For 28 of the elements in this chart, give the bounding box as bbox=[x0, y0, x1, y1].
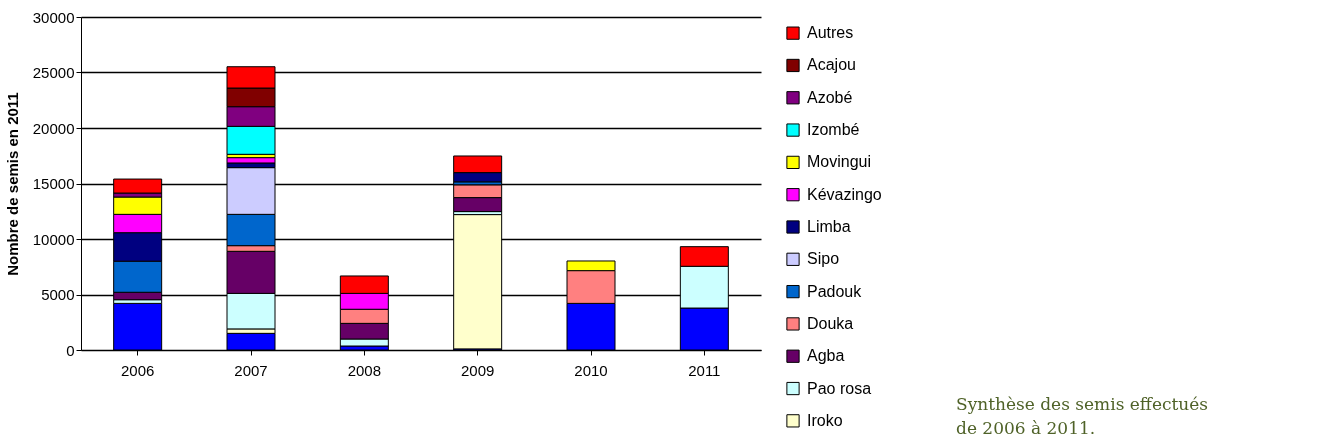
y-tick-label: 20000 bbox=[32, 119, 75, 137]
y-axis-title: Nombre de semis en 2011 bbox=[3, 92, 21, 276]
y-tick-label: 30000 bbox=[32, 8, 75, 26]
y-tick-label: 0 bbox=[66, 341, 75, 359]
x-tick-label: 2008 bbox=[347, 361, 382, 379]
y-tick-label: 5000 bbox=[41, 286, 75, 303]
legend-label: Sipo bbox=[807, 250, 840, 268]
legend-label: Autres bbox=[807, 24, 854, 42]
legend-label: Movingui bbox=[807, 153, 872, 171]
x-tick-label: 2007 bbox=[234, 361, 268, 379]
legend-label: Iroko bbox=[807, 411, 843, 429]
y-tick-label: 25000 bbox=[32, 64, 75, 81]
x-tick-label: 2010 bbox=[574, 361, 608, 379]
legend-label: Padouk bbox=[807, 282, 863, 300]
legend-label: Douka bbox=[807, 314, 854, 332]
x-tick-label: 2011 bbox=[688, 361, 721, 379]
legend-label: Limba bbox=[807, 218, 851, 235]
x-tick-label: 2006 bbox=[120, 361, 155, 379]
text: Synthèse des semis effectués de 2006 à 2011. bbox=[956, 394, 1209, 438]
legend-label: Acajou bbox=[807, 56, 856, 74]
legend-label: Kévazingo bbox=[807, 185, 882, 203]
legend-label: Agba bbox=[807, 347, 845, 365]
legend-label: Pao rosa bbox=[807, 379, 872, 397]
y-tick-label: 10000 bbox=[32, 230, 75, 248]
legend-label: Izombé bbox=[807, 121, 860, 139]
y-tick-label: 15000 bbox=[32, 175, 75, 192]
x-tick-label: 2009 bbox=[460, 361, 495, 379]
legend-label: Azobé bbox=[807, 88, 853, 106]
